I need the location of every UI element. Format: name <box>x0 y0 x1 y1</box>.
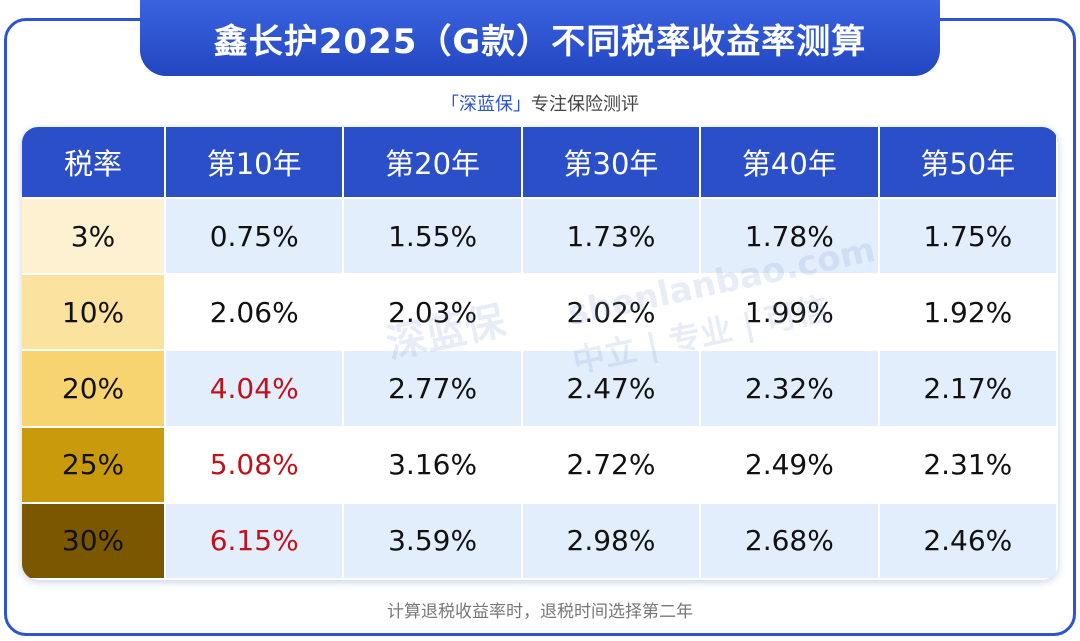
value-cell: 1.99% <box>701 275 880 352</box>
rate-cell: 20% <box>22 351 166 428</box>
value-cell: 2.72% <box>522 427 702 504</box>
value-cell: 1.75% <box>879 199 1058 276</box>
header-cell: 第10年 <box>166 127 345 199</box>
value-cell: 3.59% <box>344 503 523 580</box>
value-cell: 2.31% <box>879 427 1058 504</box>
value-cell: 2.32% <box>701 351 880 428</box>
value-cell: 2.98% <box>522 503 702 580</box>
value-cell: 6.15% <box>166 503 345 580</box>
rate-cell: 30% <box>22 503 166 580</box>
value-cell: 2.46% <box>879 503 1058 580</box>
rate-cell: 10% <box>22 275 166 352</box>
value-cell: 2.03% <box>344 275 523 352</box>
value-cell: 0.75% <box>166 199 345 276</box>
footer-note: 计算退税收益率时，退税时间选择第二年 <box>387 602 693 622</box>
header-cell: 第20年 <box>344 127 523 199</box>
value-cell: 4.04% <box>166 351 345 428</box>
brand: 「深蓝保」 <box>441 94 531 115</box>
title: 鑫长护2025（G款）不同税率收益率测算 <box>140 0 940 76</box>
value-cell: 2.47% <box>522 351 702 428</box>
header-cell: 第30年 <box>522 127 702 199</box>
value-cell: 1.78% <box>701 199 880 276</box>
value-cell: 2.68% <box>701 503 880 580</box>
value-cell: 1.92% <box>879 275 1058 352</box>
subtitle: 「深蓝保」专注保险测评 <box>0 90 1080 116</box>
table: 税率 第10年 第20年 第30年 第40年 第50年 3% 0.75% 1.55% 1.73% 1… <box>22 127 1058 580</box>
value-cell: 2.77% <box>344 351 523 428</box>
value-cell: 1.73% <box>522 199 702 276</box>
header-cell: 税率 <box>22 127 166 199</box>
value-cell: 2.06% <box>166 275 345 352</box>
rate-cell: 3% <box>22 199 166 276</box>
value-cell: 5.08% <box>166 427 345 504</box>
tagline: 专注保险测评 <box>531 94 639 115</box>
header-cell: 第50年 <box>879 127 1058 199</box>
value-cell: 2.02% <box>522 275 702 352</box>
value-cell: 1.55% <box>344 199 523 276</box>
rate-cell: 25% <box>22 427 166 504</box>
header-cell: 第40年 <box>701 127 880 199</box>
value-cell: 3.16% <box>344 427 523 504</box>
value-cell: 2.17% <box>879 351 1058 428</box>
value-cell: 2.49% <box>701 427 880 504</box>
